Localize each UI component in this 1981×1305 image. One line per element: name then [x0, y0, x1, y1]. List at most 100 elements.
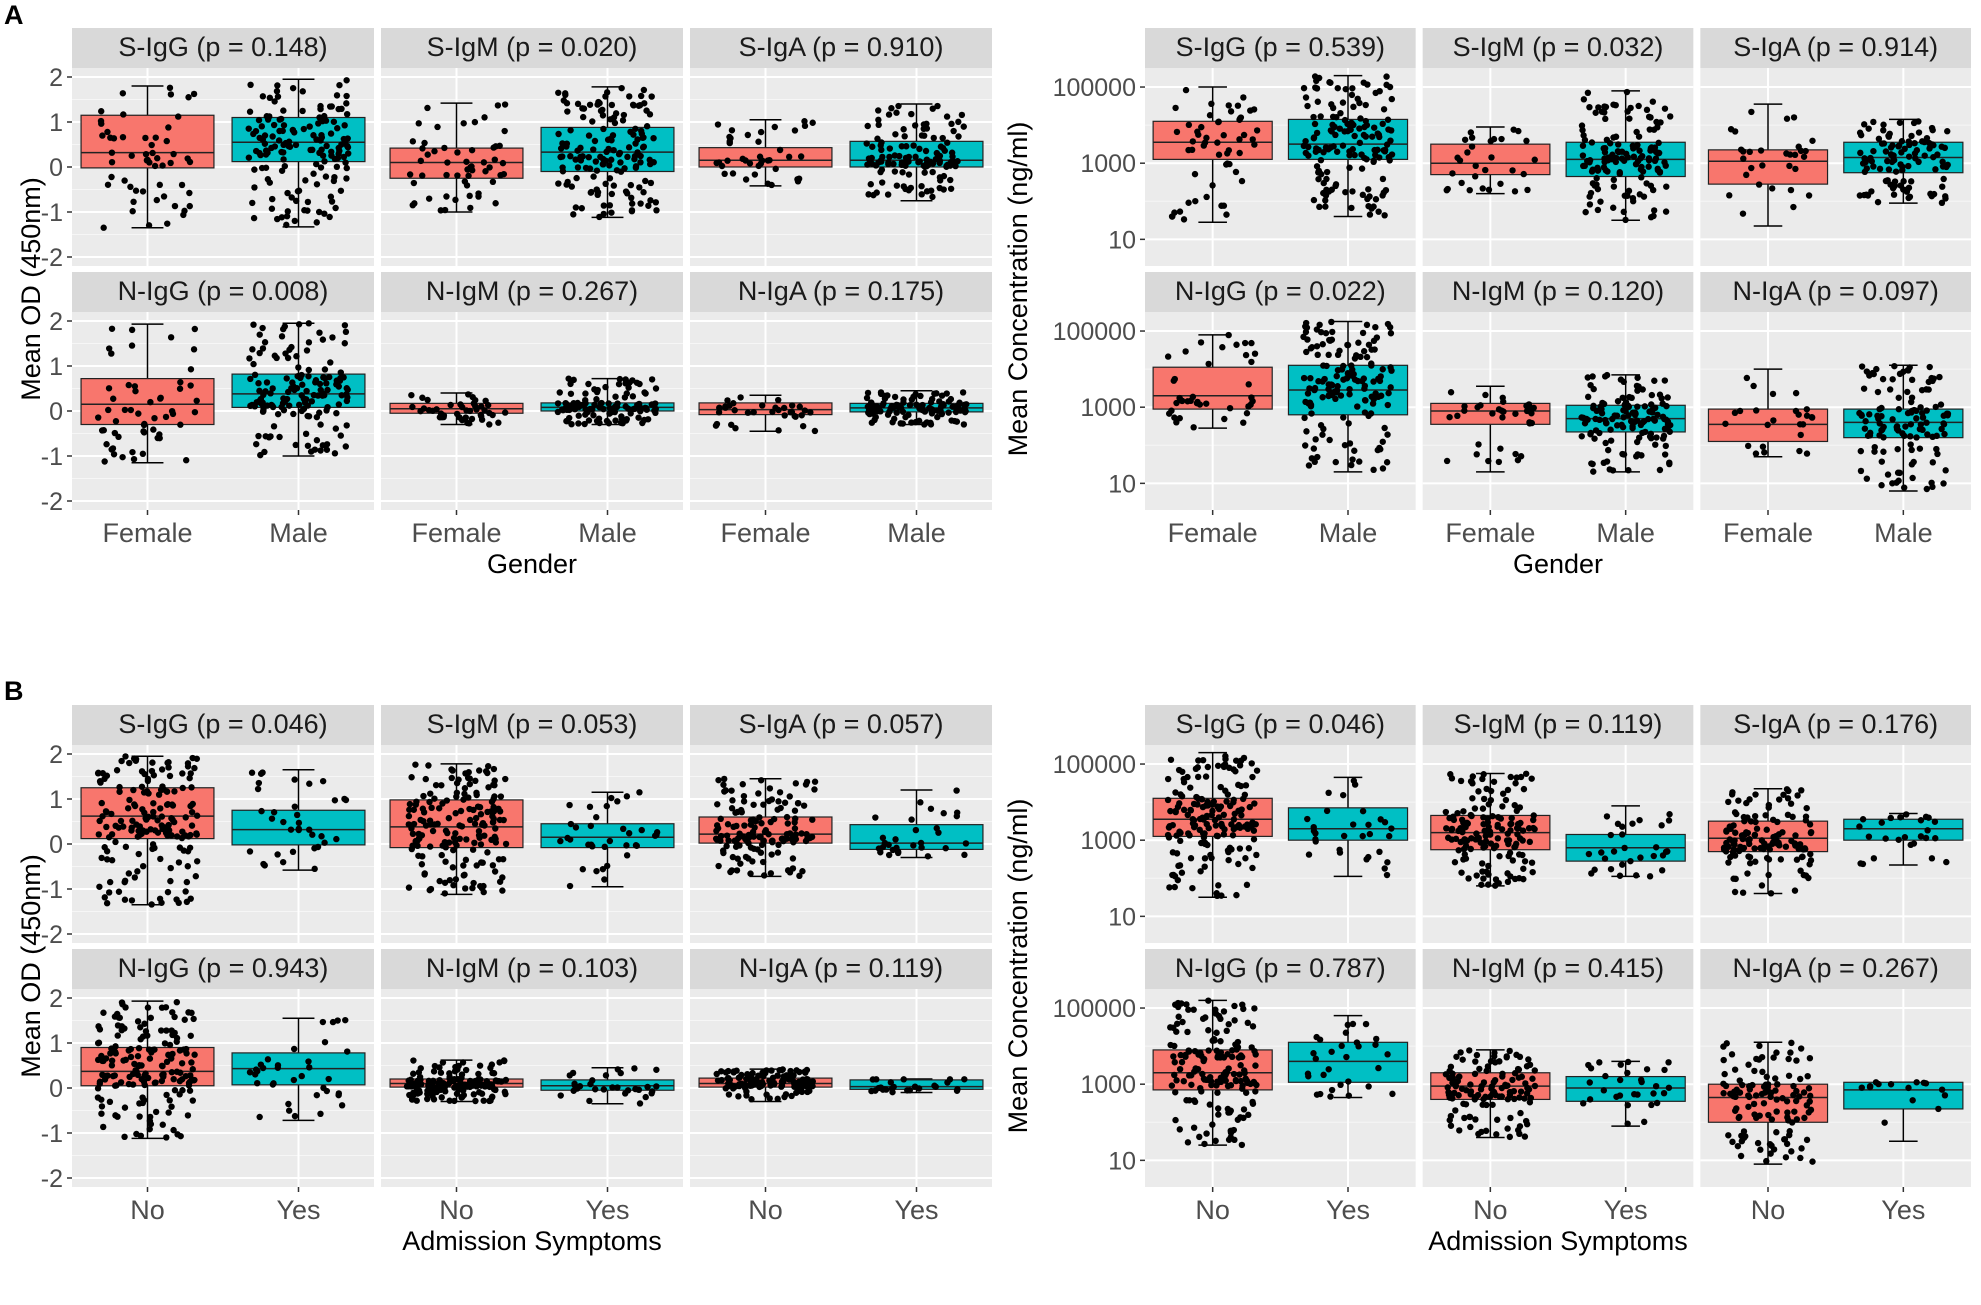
data-point [1664, 394, 1671, 401]
data-point [1185, 146, 1192, 154]
data-point [108, 810, 115, 818]
data-point [764, 157, 772, 164]
data-point [588, 405, 596, 413]
data-point [302, 177, 309, 184]
data-point [934, 151, 942, 158]
data-point [1889, 376, 1896, 383]
data-point [1351, 447, 1358, 454]
data-point [789, 1077, 797, 1085]
data-point [1924, 827, 1931, 834]
data-point [341, 340, 348, 347]
data-point [1320, 149, 1327, 156]
data-point [1203, 400, 1210, 407]
data-point [1351, 376, 1359, 383]
data-point [343, 391, 350, 398]
data-point [953, 809, 961, 816]
data-point [794, 178, 802, 185]
data-point [158, 1004, 166, 1011]
data-point [1472, 1058, 1479, 1065]
data-point [105, 385, 113, 392]
data-point [1227, 1107, 1234, 1114]
data-point [1521, 1133, 1529, 1140]
data-point [1370, 203, 1377, 210]
data-point [258, 164, 266, 172]
data-point [151, 827, 159, 834]
data-point [134, 1018, 142, 1025]
data-point [1632, 410, 1639, 418]
data-point [562, 400, 570, 407]
data-point [317, 105, 324, 113]
data-point [1186, 832, 1193, 839]
box-yes [1287, 1014, 1409, 1100]
data-point [1648, 391, 1656, 399]
facet-strip [381, 28, 683, 68]
data-point [1516, 1053, 1524, 1061]
data-point [1332, 458, 1339, 466]
data-point [406, 1091, 413, 1099]
data-point [1203, 134, 1210, 142]
data-point [728, 787, 735, 794]
data-point [1239, 1001, 1246, 1008]
x-axis-title: Gender [1513, 549, 1603, 579]
data-point [1663, 183, 1670, 190]
data-point [105, 889, 113, 896]
data-point [412, 801, 420, 808]
data-point [1927, 190, 1934, 198]
data-point [1658, 822, 1665, 829]
data-point [790, 839, 797, 846]
data-point [149, 759, 156, 766]
data-point [1477, 402, 1484, 409]
data-point [557, 145, 565, 152]
data-point [587, 822, 595, 830]
data-point [139, 188, 147, 195]
data-point [113, 767, 121, 774]
data-point [1348, 204, 1355, 212]
data-point [955, 133, 962, 140]
data-point [616, 375, 624, 383]
data-point [793, 1067, 800, 1074]
data-point [495, 856, 503, 863]
data-point [783, 830, 791, 838]
data-point [1746, 860, 1754, 867]
data-point [1240, 419, 1247, 426]
data-point [407, 1078, 414, 1085]
data-point [1208, 801, 1216, 808]
data-point [1905, 162, 1912, 170]
data-point [1201, 1140, 1208, 1148]
data-point [1585, 850, 1593, 858]
data-point [1884, 157, 1891, 165]
data-point [305, 339, 313, 346]
data-point [1731, 888, 1739, 896]
data-point [1660, 1089, 1668, 1097]
data-point [644, 1083, 651, 1091]
data-point [868, 402, 875, 409]
data-point [108, 1057, 116, 1064]
data-point [335, 105, 342, 113]
data-point [743, 1075, 750, 1083]
data-point [742, 853, 750, 861]
data-point [182, 457, 190, 464]
data-point [1253, 851, 1260, 859]
data-point [1801, 1114, 1808, 1122]
data-point [261, 448, 268, 456]
data-point [191, 408, 199, 416]
data-point [1906, 141, 1913, 149]
data-point [1745, 1103, 1752, 1110]
data-point [1462, 842, 1470, 850]
data-point [1608, 156, 1615, 163]
data-point [185, 1082, 193, 1089]
data-point [1212, 1137, 1219, 1145]
data-point [1513, 774, 1520, 781]
data-point [270, 423, 278, 430]
data-point [1205, 360, 1212, 368]
data-point [334, 1017, 341, 1024]
data-point [635, 102, 642, 109]
data-point [1310, 113, 1317, 121]
facet-strip [72, 705, 374, 745]
data-point [270, 121, 278, 129]
data-point [1227, 108, 1235, 115]
data-point [1214, 139, 1221, 146]
data-point [1758, 882, 1766, 889]
data-point [1505, 852, 1512, 860]
